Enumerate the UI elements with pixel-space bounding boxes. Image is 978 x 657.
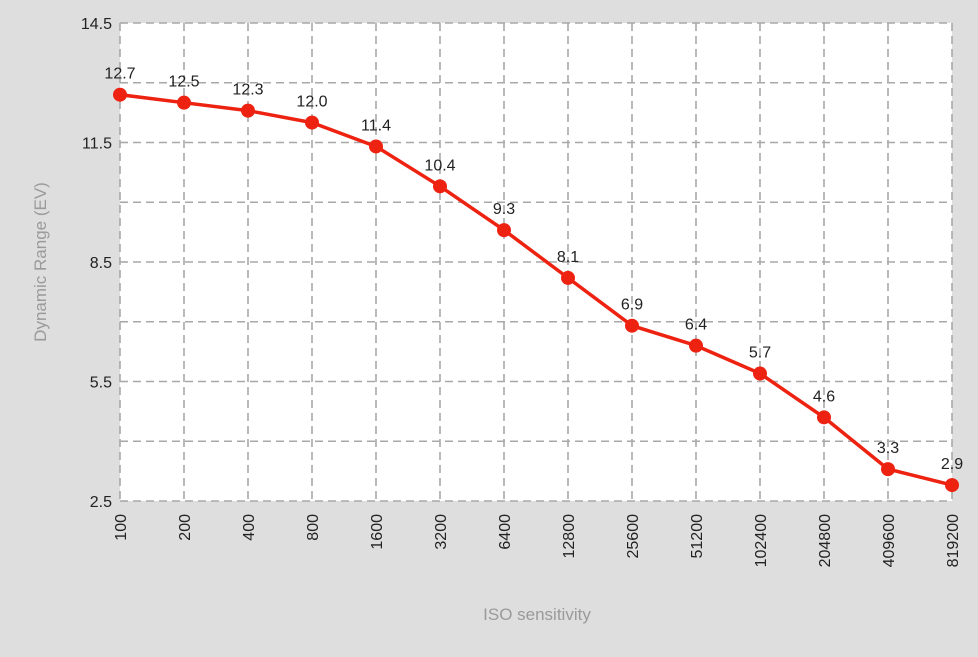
data-label: 12.0 xyxy=(296,94,327,111)
data-point xyxy=(945,478,959,493)
x-tick-label: 51200 xyxy=(689,514,706,559)
x-axis-title: ISO sensitivity xyxy=(483,605,591,624)
x-tick-label: 204800 xyxy=(817,514,834,567)
y-tick-label: 11.5 xyxy=(82,136,112,153)
data-point xyxy=(881,462,895,477)
series-line xyxy=(119,92,953,487)
x-tick-label: 12800 xyxy=(561,514,578,559)
data-point xyxy=(689,338,703,353)
x-tick-label: 3200 xyxy=(433,514,450,550)
grid xyxy=(119,22,953,502)
data-point xyxy=(433,179,447,194)
data-points xyxy=(113,87,959,493)
x-tick-label: 100 xyxy=(113,514,130,541)
data-point xyxy=(177,95,191,110)
x-tick-label: 819200 xyxy=(945,514,962,567)
data-label: 5.7 xyxy=(749,345,771,362)
data-label: 10.4 xyxy=(424,157,455,174)
data-point xyxy=(241,103,255,118)
x-tick-label: 409600 xyxy=(881,514,898,567)
data-point xyxy=(753,366,767,381)
x-tick-label: 6400 xyxy=(497,514,514,550)
data-label: 12.3 xyxy=(232,82,263,99)
data-labels: 12.7 12.5 12.3 12.0 11.4 10.4 9.3 8.1 6.9 6.4 5.7 4… xyxy=(104,66,963,473)
y-tick-label: 5.5 xyxy=(90,375,112,392)
x-tick-label: 25600 xyxy=(625,514,642,559)
y-tick-label: 14.5 xyxy=(81,16,112,33)
data-label: 3.3 xyxy=(877,440,899,457)
data-point xyxy=(305,115,319,130)
y-axis-title: Dynamic Range (EV) xyxy=(31,182,50,342)
data-label: 11.4 xyxy=(361,117,391,134)
x-tick-labels: 100 200 400 800 1600 3200 6400 12800 25600 51200 1… xyxy=(113,514,962,567)
data-label: 2.9 xyxy=(941,456,963,473)
data-label: 6.4 xyxy=(685,317,707,334)
y-tick-label: 2.5 xyxy=(90,494,112,511)
data-label: 12.5 xyxy=(168,74,199,91)
x-tick-label: 102400 xyxy=(753,514,770,567)
x-tick-label: 1600 xyxy=(369,514,386,550)
x-tick-label: 400 xyxy=(241,514,258,541)
data-label: 12.7 xyxy=(104,66,135,83)
data-point xyxy=(497,223,511,238)
y-tick-label: 8.5 xyxy=(90,255,112,272)
data-label: 4.6 xyxy=(813,388,835,405)
x-tick-label: 800 xyxy=(305,514,322,541)
y-tick-labels: 14.5 11.5 8.5 5.5 2.5 xyxy=(81,16,112,511)
data-point xyxy=(625,318,639,333)
data-point xyxy=(113,87,127,102)
x-tick-label: 200 xyxy=(177,514,194,541)
data-point xyxy=(561,270,575,285)
data-point xyxy=(817,410,831,425)
data-label: 8.1 xyxy=(557,249,579,266)
data-label: 9.3 xyxy=(493,201,515,218)
data-point xyxy=(369,139,383,154)
data-label: 6.9 xyxy=(621,297,643,314)
